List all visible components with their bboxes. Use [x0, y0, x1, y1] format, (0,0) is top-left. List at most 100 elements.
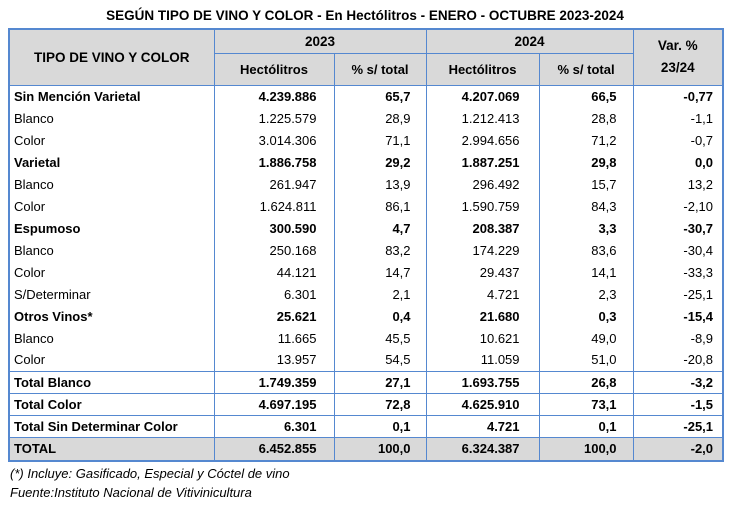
cell-value: -3,2 [632, 370, 724, 393]
table-row: Blanco 11.665 45,5 10.621 49,0 -8,9 [8, 327, 724, 349]
cell-value: 1.693.755 [425, 370, 540, 393]
table-row: Sin Mención Varietal 4.239.886 65,7 4.207.0… [8, 85, 724, 107]
cell-value: 25.621 [213, 305, 335, 327]
table-row: S/Determinar 6.301 2,1 4.721 2,3 -25,1 [8, 283, 724, 305]
cell-value: 83,6 [538, 239, 634, 261]
row-label: Total Blanco [8, 370, 215, 393]
cell-value: 11.059 [425, 349, 540, 371]
cell-value: 0,1 [333, 414, 427, 437]
cell-value: 14,1 [538, 261, 634, 283]
cell-value: 4.207.069 [425, 85, 540, 107]
cell-value: 44.121 [213, 261, 335, 283]
column-header-hectolitros-2023: Hectólitros [213, 52, 335, 86]
row-label: Blanco [8, 107, 215, 129]
cell-value: 51,0 [538, 349, 634, 371]
table-row: Espumoso 300.590 4,7 208.387 3,3 -30,7 [8, 217, 724, 239]
cell-value: 1.887.251 [425, 151, 540, 173]
table-row: Blanco 250.168 83,2 174.229 83,6 -30,4 [8, 239, 724, 261]
column-header-pct-2024: % s/ total [538, 52, 634, 86]
cell-value: 208.387 [425, 217, 540, 239]
cell-value: 0,3 [538, 305, 634, 327]
row-label: Blanco [8, 239, 215, 261]
cell-value: 4,7 [333, 217, 427, 239]
cell-value: -30,4 [632, 239, 724, 261]
page-title: SEGÚN TIPO DE VINO Y COLOR - En Hectólit… [106, 8, 624, 23]
table-row: Blanco 1.225.579 28,9 1.212.413 28,8 -1,1 [8, 107, 724, 129]
row-label: TOTAL [8, 436, 215, 461]
cell-value: 72,8 [333, 392, 427, 415]
cell-value: 1.886.758 [213, 151, 335, 173]
table-row: Total Sin Determinar Color 6.301 0,1 4.721 0… [8, 414, 724, 437]
cell-value: -2,10 [632, 195, 724, 217]
cell-value: 73,1 [538, 392, 634, 415]
table-row: Varietal 1.886.758 29,2 1.887.251 29,8 0,0 [8, 151, 724, 173]
cell-value: 261.947 [213, 173, 335, 195]
cell-value: 71,2 [538, 129, 634, 151]
wine-type-color-table: TIPO DE VINO Y COLOR 2023 2024 Var. % 23… [8, 28, 725, 462]
cell-value: 83,2 [333, 239, 427, 261]
cell-value: -33,3 [632, 261, 724, 283]
cell-value: 15,7 [538, 173, 634, 195]
cell-value: 27,1 [333, 370, 427, 393]
cell-value: 100,0 [333, 436, 427, 461]
cell-value: 300.590 [213, 217, 335, 239]
footnote-source: Fuente:Instituto Nacional de Vitivinicul… [10, 485, 252, 500]
cell-value: 4.721 [425, 283, 540, 305]
cell-value: 4.697.195 [213, 392, 335, 415]
table-header: TIPO DE VINO Y COLOR 2023 2024 Var. % 23… [8, 28, 724, 86]
cell-value: 66,5 [538, 85, 634, 107]
cell-value: 4.625.910 [425, 392, 540, 415]
cell-value: 29.437 [425, 261, 540, 283]
cell-value: 0,0 [632, 151, 724, 173]
cell-value: 296.492 [425, 173, 540, 195]
cell-value: 84,3 [538, 195, 634, 217]
cell-value: 26,8 [538, 370, 634, 393]
cell-value: 45,5 [333, 327, 427, 349]
cell-value: 29,2 [333, 151, 427, 173]
cell-value: -1,1 [632, 107, 724, 129]
table-row: Color 1.624.811 86,1 1.590.759 84,3 -2,10 [8, 195, 724, 217]
row-label: Otros Vinos* [8, 305, 215, 327]
row-label: Total Sin Determinar Color [8, 414, 215, 437]
cell-value: 86,1 [333, 195, 427, 217]
cell-value: 174.229 [425, 239, 540, 261]
row-label: Total Color [8, 392, 215, 415]
table-row: Color 44.121 14,7 29.437 14,1 -33,3 [8, 261, 724, 283]
cell-value: 28,9 [333, 107, 427, 129]
cell-value: 1.749.359 [213, 370, 335, 393]
cell-value: 54,5 [333, 349, 427, 371]
variation-header-line2: 23/24 [660, 60, 695, 76]
header-row-years: TIPO DE VINO Y COLOR 2023 2024 Var. % 23… [8, 28, 724, 86]
row-label: Color [8, 129, 215, 151]
row-label: Varietal [8, 151, 215, 173]
cell-value: 11.665 [213, 327, 335, 349]
row-label: S/Determinar [8, 283, 215, 305]
cell-value: -0,77 [632, 85, 724, 107]
cell-value: 6.301 [213, 283, 335, 305]
table-row: Total Blanco 1.749.359 27,1 1.693.755 26,8 -3… [8, 370, 724, 393]
cell-value: 21.680 [425, 305, 540, 327]
cell-value: 3.014.306 [213, 129, 335, 151]
column-header-pct-2023: % s/ total [333, 52, 427, 86]
cell-value: -20,8 [632, 349, 724, 371]
row-label: Color [8, 261, 215, 283]
row-label: Blanco [8, 173, 215, 195]
cell-value: 13,2 [632, 173, 724, 195]
cell-value: 65,7 [333, 85, 427, 107]
variation-header-line1: Var. % [657, 38, 698, 54]
cell-value: 13,9 [333, 173, 427, 195]
column-header-variation: Var. % 23/24 [632, 28, 724, 86]
cell-value: 10.621 [425, 327, 540, 349]
cell-value: -0,7 [632, 129, 724, 151]
cell-value: 29,8 [538, 151, 634, 173]
column-header-year-2023: 2023 [213, 28, 427, 54]
cell-value: 100,0 [538, 436, 634, 461]
cell-value: -2,0 [632, 436, 724, 461]
footnotes: (*) Incluye: Gasificado, Especial y Cóct… [8, 464, 722, 502]
cell-value: -25,1 [632, 414, 724, 437]
cell-value: 49,0 [538, 327, 634, 349]
header-row-subheaders: Hectólitros % s/ total Hectólitros % s/ … [9, 52, 723, 86]
cell-value: -1,5 [632, 392, 724, 415]
table-row: Total Color 4.697.195 72,8 4.625.910 73,1 -1,… [8, 392, 724, 415]
